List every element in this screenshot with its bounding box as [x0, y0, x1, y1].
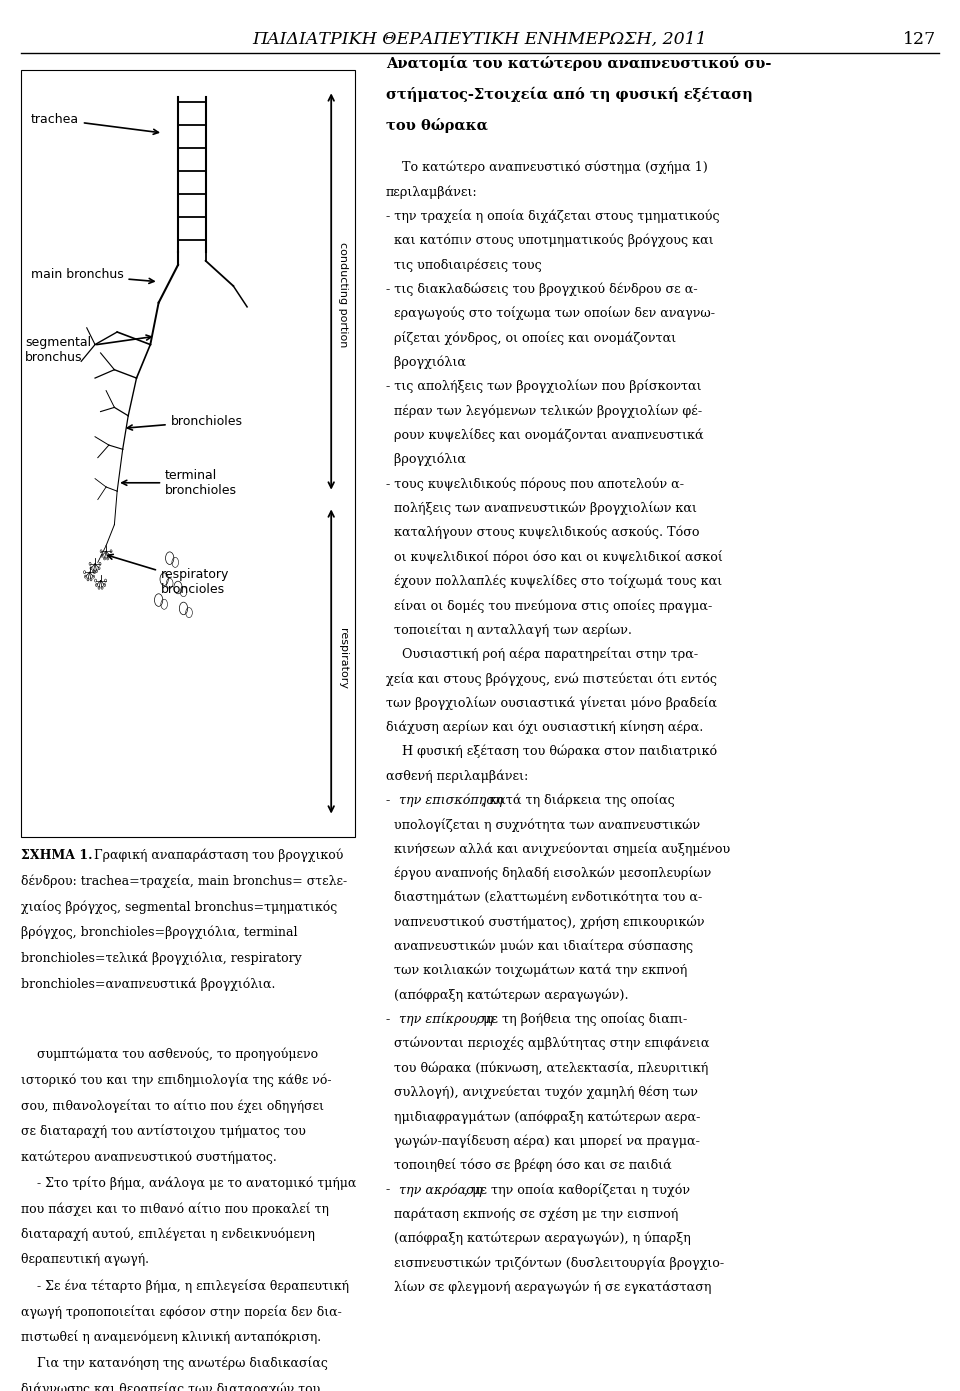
Text: ρουν κυψελίδες και ονομάζονται αναπνευστικά: ρουν κυψελίδες και ονομάζονται αναπνευστ… — [386, 428, 704, 442]
Text: - την τραχεία η οποία διχάζεται στους τμηματικούς: - την τραχεία η οποία διχάζεται στους τμ… — [386, 210, 720, 223]
Text: ναπνευστικού συστήματος), χρήση επικουρικών: ναπνευστικού συστήματος), χρήση επικουρι… — [386, 915, 705, 929]
Text: ιστορικό του και την επιδημιολογία της κάθε νό-: ιστορικό του και την επιδημιολογία της κ… — [21, 1074, 331, 1086]
Text: Για την κατανόηση της ανωτέρω διαδικασίας: Για την κατανόηση της ανωτέρω διαδικασία… — [21, 1356, 328, 1370]
Text: χεία και στους βρόγχους, ενώ πιστεύεται ότι εντός: χεία και στους βρόγχους, ενώ πιστεύεται … — [386, 672, 717, 686]
Text: bronchioles: bronchioles — [128, 415, 243, 430]
Text: διάγνωσης και θεραπείας των διαταραχών του: διάγνωσης και θεραπείας των διαταραχών τ… — [21, 1383, 321, 1391]
Text: segmental
bronchus: segmental bronchus — [25, 335, 152, 364]
Text: τις υποδιαιρέσεις τους: τις υποδιαιρέσεις τους — [386, 259, 541, 271]
Text: - τις απολήξεις των βρογχιολίων που βρίσκονται: - τις απολήξεις των βρογχιολίων που βρίσ… — [386, 380, 702, 394]
Text: βρογχιόλια: βρογχιόλια — [386, 453, 466, 466]
Bar — [21, 70, 355, 837]
Text: Το κατώτερο αναπνευστικό σύστημα (σχήμα 1): Το κατώτερο αναπνευστικό σύστημα (σχήμα … — [386, 160, 708, 174]
Text: την επίκρουση: την επίκρουση — [399, 1013, 493, 1027]
Text: ημιδιαφραγμάτων (απόφραξη κατώτερων αερα-: ημιδιαφραγμάτων (απόφραξη κατώτερων αερα… — [386, 1110, 700, 1124]
Text: πέραν των λεγόμενων τελικών βρογχιολίων φέ-: πέραν των λεγόμενων τελικών βρογχιολίων … — [386, 405, 702, 417]
Text: κινήσεων αλλά και ανιχνεύονται σημεία αυξημένου: κινήσεων αλλά και ανιχνεύονται σημεία αυ… — [386, 843, 731, 855]
Text: - τους κυψελιδικούς πόρους που αποτελούν α-: - τους κυψελιδικούς πόρους που αποτελούν… — [386, 477, 684, 491]
Text: σε διαταραχή του αντίστοιχου τμήματος του: σε διαταραχή του αντίστοιχου τμήματος το… — [21, 1124, 306, 1138]
Text: σου, πιθανολογείται το αίτιο που έχει οδηγήσει: σου, πιθανολογείται το αίτιο που έχει οδ… — [21, 1099, 324, 1113]
Text: την επισκόπηση: την επισκόπηση — [399, 794, 503, 807]
Text: , με τη βοήθεια της οποίας διαπι-: , με τη βοήθεια της οποίας διαπι- — [475, 1013, 687, 1027]
Text: Ουσιαστική ροή αέρα παρατηρείται στην τρα-: Ουσιαστική ροή αέρα παρατηρείται στην τρ… — [386, 647, 698, 661]
Text: καταλήγουν στους κυψελιδικούς ασκούς. Τόσο: καταλήγουν στους κυψελιδικούς ασκούς. Τό… — [386, 526, 700, 540]
Text: conducting portion: conducting portion — [338, 242, 348, 348]
Text: bronchioles=τελικά βρογχιόλια, respiratory: bronchioles=τελικά βρογχιόλια, respirato… — [21, 951, 301, 965]
Text: πολήξεις των αναπνευστικών βρογχιολίων και: πολήξεις των αναπνευστικών βρογχιολίων κ… — [386, 502, 697, 515]
Text: διάχυση αερίων και όχι ουσιαστική κίνηση αέρα.: διάχυση αερίων και όχι ουσιαστική κίνηση… — [386, 721, 704, 734]
Text: κατώτερου αναπνευστικού συστήματος.: κατώτερου αναπνευστικού συστήματος. — [21, 1150, 276, 1164]
Text: ΣΧΗΜΑ 1.: ΣΧΗΜΑ 1. — [21, 849, 92, 861]
Text: respiratory
broncioles: respiratory broncioles — [108, 555, 229, 595]
Text: συλλογή), ανιχνεύεται τυχόν χαμηλή θέση των: συλλογή), ανιχνεύεται τυχόν χαμηλή θέση … — [386, 1086, 698, 1099]
Text: (απόφραξη κατώτερων αεραγωγών), η ύπαρξη: (απόφραξη κατώτερων αεραγωγών), η ύπαρξη — [386, 1232, 690, 1245]
Text: των βρογχιολίων ουσιαστικά γίνεται μόνο βραδεία: των βρογχιολίων ουσιαστικά γίνεται μόνο … — [386, 696, 717, 709]
Text: αγωγή τροποποιείται εφόσον στην πορεία δεν δια-: αγωγή τροποποιείται εφόσον στην πορεία δ… — [21, 1305, 342, 1319]
Text: στώνονται περιοχές αμβλύτητας στην επιφάνεια: στώνονται περιοχές αμβλύτητας στην επιφά… — [386, 1038, 709, 1050]
Text: έχουν πολλαπλές κυψελίδες στο τοίχωμά τους και: έχουν πολλαπλές κυψελίδες στο τοίχωμά το… — [386, 574, 722, 588]
Text: terminal
bronchioles: terminal bronchioles — [122, 469, 237, 497]
Text: τοποιηθεί τόσο σε βρέφη όσο και σε παιδιά: τοποιηθεί τόσο σε βρέφη όσο και σε παιδι… — [386, 1159, 672, 1173]
Text: παράταση εκπνοής σε σχέση με την εισπνοή: παράταση εκπνοής σε σχέση με την εισπνοή — [386, 1207, 678, 1221]
Text: περιλαμβάνει:: περιλαμβάνει: — [386, 185, 478, 199]
Text: οι κυψελιδικοί πόροι όσο και οι κυψελιδικοί ασκοί: οι κυψελιδικοί πόροι όσο και οι κυψελιδι… — [386, 551, 723, 563]
Text: των κοιλιακών τοιχωμάτων κατά την εκπνοή: των κοιλιακών τοιχωμάτων κατά την εκπνοή — [386, 964, 687, 978]
Text: εισπνευστικών τριζόντων (δυσλειτουργία βρογχιο-: εισπνευστικών τριζόντων (δυσλειτουργία β… — [386, 1256, 724, 1270]
Text: main bronchus: main bronchus — [31, 268, 154, 284]
Text: αναπνευστικών μυών και ιδιαίτερα σύσπασης: αναπνευστικών μυών και ιδιαίτερα σύσπαση… — [386, 940, 693, 953]
Text: - Στο τρίτο βήμα, ανάλογα με το ανατομικό τμήμα: - Στο τρίτο βήμα, ανάλογα με το ανατομικ… — [21, 1175, 356, 1189]
Text: respiratory: respiratory — [338, 627, 348, 689]
Text: ασθενή περιλαμβάνει:: ασθενή περιλαμβάνει: — [386, 769, 528, 783]
Text: , με την οποία καθορίζεται η τυχόν: , με την οποία καθορίζεται η τυχόν — [464, 1184, 689, 1196]
Text: εραγωγούς στο τοίχωμα των οποίων δεν αναγνω-: εραγωγούς στο τοίχωμα των οποίων δεν ανα… — [386, 307, 715, 320]
Text: διαταραχή αυτού, επιλέγεται η ενδεικνυόμενη: διαταραχή αυτού, επιλέγεται η ενδεικνυόμ… — [21, 1227, 315, 1241]
Text: 127: 127 — [902, 31, 936, 47]
Text: trachea: trachea — [31, 113, 158, 135]
Text: του θώρακα (πύκνωση, ατελεκτασία, πλευριτική: του θώρακα (πύκνωση, ατελεκτασία, πλευρι… — [386, 1061, 708, 1075]
Text: Γραφική αναπαράσταση του βρογχικού: Γραφική αναπαράσταση του βρογχικού — [90, 849, 344, 862]
Text: πιστωθεί η αναμενόμενη κλινική ανταπόκριση.: πιστωθεί η αναμενόμενη κλινική ανταπόκρι… — [21, 1330, 322, 1344]
Text: είναι οι δομές του πνεύμονα στις οποίες πραγμα-: είναι οι δομές του πνεύμονα στις οποίες … — [386, 600, 712, 612]
Text: ΠΑΙΔΙΑΤΡΙΚΗ ΘΕΡΑΠΕΥΤΙΚΗ ΕΝΗΜΕΡΩΣΗ, 2011: ΠΑΙΔΙΑΤΡΙΚΗ ΘΕΡΑΠΕΥΤΙΚΗ ΕΝΗΜΕΡΩΣΗ, 2011 — [252, 31, 708, 47]
Text: -: - — [386, 794, 395, 807]
Text: την ακρόαση: την ακρόαση — [399, 1184, 483, 1196]
Text: -: - — [386, 1013, 395, 1025]
Text: που πάσχει και το πιθανό αίτιο που προκαλεί τη: που πάσχει και το πιθανό αίτιο που προκα… — [21, 1202, 329, 1216]
Text: bronchioles=αναπνευστικά βρογχιόλια.: bronchioles=αναπνευστικά βρογχιόλια. — [21, 976, 276, 990]
Text: θεραπευτική αγωγή.: θεραπευτική αγωγή. — [21, 1253, 149, 1266]
Text: λίων σε φλεγμονή αεραγωγών ή σε εγκατάσταση: λίων σε φλεγμονή αεραγωγών ή σε εγκατάστ… — [386, 1281, 711, 1294]
Text: στήματος-Στοιχεία από τη φυσική εξέταση: στήματος-Στοιχεία από τη φυσική εξέταση — [386, 86, 753, 102]
Text: βρόγχος, bronchioles=βρογχιόλια, terminal: βρόγχος, bronchioles=βρογχιόλια, termina… — [21, 926, 298, 939]
Text: τοποιείται η ανταλλαγή των αερίων.: τοποιείται η ανταλλαγή των αερίων. — [386, 623, 632, 637]
Text: έργου αναπνοής δηλαδή εισολκών μεσοπλευρίων: έργου αναπνοής δηλαδή εισολκών μεσοπλευρ… — [386, 867, 711, 881]
Text: ρίζεται χόνδρος, οι οποίες και ονομάζονται: ρίζεται χόνδρος, οι οποίες και ονομάζοντ… — [386, 331, 676, 345]
Text: και κατόπιν στους υποτμηματικούς βρόγχους και: και κατόπιν στους υποτμηματικούς βρόγχου… — [386, 234, 713, 248]
Text: γωγών-παγίδευση αέρα) και μπορεί να πραγμα-: γωγών-παγίδευση αέρα) και μπορεί να πραγ… — [386, 1135, 700, 1148]
Text: βρογχιόλια: βρογχιόλια — [386, 356, 466, 369]
Text: χιαίος βρόγχος, segmental bronchus=τμηματικός: χιαίος βρόγχος, segmental bronchus=τμημα… — [21, 900, 337, 914]
Text: δένδρου: trachea=τραχεία, main bronchus= στελε-: δένδρου: trachea=τραχεία, main bronchus=… — [21, 875, 348, 887]
Text: του θώρακα: του θώρακα — [386, 118, 488, 134]
Text: διαστημάτων (ελαττωμένη ενδοτικότητα του α-: διαστημάτων (ελαττωμένη ενδοτικότητα του… — [386, 892, 702, 904]
Text: Ανατομία του κατώτερου αναπνευστικού συ-: Ανατομία του κατώτερου αναπνευστικού συ- — [386, 56, 771, 71]
Text: Η φυσική εξέταση του θώρακα στον παιδιατρικό: Η φυσική εξέταση του θώρακα στον παιδιατ… — [386, 746, 717, 758]
Text: , κατά τη διάρκεια της οποίας: , κατά τη διάρκεια της οποίας — [481, 794, 675, 807]
Text: - Σε ένα τέταρτο βήμα, η επιλεγείσα θεραπευτική: - Σε ένα τέταρτο βήμα, η επιλεγείσα θερα… — [21, 1280, 349, 1292]
Text: συμπτώματα του ασθενούς, το προηγούμενο: συμπτώματα του ασθενούς, το προηγούμενο — [21, 1047, 319, 1061]
Text: υπολογίζεται η συχνότητα των αναπνευστικών: υπολογίζεται η συχνότητα των αναπνευστικ… — [386, 818, 700, 832]
Text: (απόφραξη κατώτερων αεραγωγών).: (απόφραξη κατώτερων αεραγωγών). — [386, 989, 629, 1002]
Text: - τις διακλαδώσεις του βρογχικού δένδρου σε α-: - τις διακλαδώσεις του βρογχικού δένδρου… — [386, 282, 698, 296]
Text: -: - — [386, 1184, 395, 1196]
